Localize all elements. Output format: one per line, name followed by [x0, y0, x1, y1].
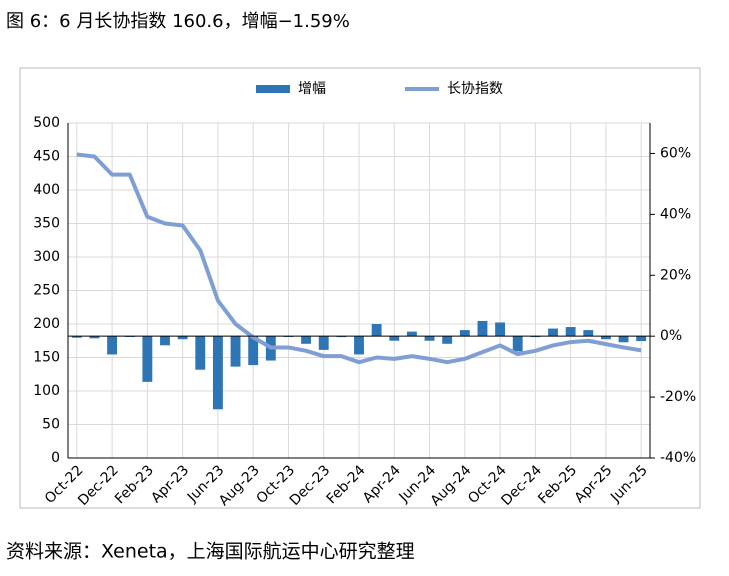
y-tick-label: 0: [51, 450, 60, 466]
y-tick-label: 500: [33, 115, 60, 131]
chart-title: 图 6：6 月长协指数 160.6，增幅−1.59%: [6, 11, 350, 32]
index-line: [76, 152, 642, 365]
bar: [477, 320, 488, 337]
legend-label: 增幅: [298, 81, 326, 97]
y2-tick-label: -20%: [660, 389, 696, 405]
bar: [495, 322, 506, 337]
bar: [636, 336, 647, 342]
bar: [371, 324, 382, 337]
y2-tick-label: -40%: [660, 450, 696, 466]
bar: [600, 336, 611, 340]
source-note: 资料来源：Xeneta，上海国际航运中心研究整理: [6, 541, 415, 563]
bar: [177, 336, 188, 340]
bar: [424, 336, 435, 341]
y-tick-label: 150: [33, 350, 60, 366]
y2-tick-label: 0%: [660, 328, 682, 344]
x-tick-label: Jun-25: [607, 462, 651, 506]
bar: [195, 336, 206, 370]
bar: [160, 336, 170, 346]
x-tick-label: Feb-23: [112, 462, 157, 507]
bar: [354, 336, 364, 355]
legend-label: 长协指数: [447, 81, 503, 97]
bar: [548, 328, 558, 337]
x-tick-label: Feb-25: [535, 462, 580, 507]
bar: [318, 336, 329, 350]
y-tick-label: 350: [33, 216, 60, 232]
bar: [459, 330, 470, 337]
bar: [406, 331, 417, 337]
legend-swatch: [256, 85, 290, 93]
bar: [142, 336, 153, 382]
bar: [583, 330, 594, 337]
bar: [107, 336, 118, 355]
y-tick-label: 250: [33, 283, 60, 299]
bar: [512, 336, 523, 352]
bar: [212, 336, 223, 410]
bar: [248, 336, 259, 366]
y-tick-label: 50: [42, 417, 60, 433]
y-tick-label: 450: [33, 149, 60, 165]
bar: [230, 336, 241, 367]
bar: [565, 327, 576, 337]
y-tick-label: 400: [33, 182, 60, 198]
y-tick-label: 200: [33, 316, 60, 332]
x-tick-label: Feb-24: [324, 462, 369, 507]
y2-tick-label: 20%: [660, 267, 691, 283]
y-tick-label: 100: [33, 383, 60, 399]
y2-tick-label: 60%: [660, 145, 691, 161]
y2-tick-label: 40%: [660, 206, 691, 222]
bar: [618, 336, 629, 343]
x-tick-label: Apr-25: [572, 462, 616, 506]
bar: [71, 336, 82, 338]
bar: [89, 336, 100, 339]
bar: [301, 336, 312, 344]
x-tick-label: Apr-23: [148, 462, 192, 506]
bar: [389, 336, 400, 341]
x-tick-label: Apr-24: [360, 462, 404, 506]
y-tick-label: 300: [33, 249, 60, 265]
bar: [442, 336, 453, 344]
chart-frame: [19, 67, 701, 509]
